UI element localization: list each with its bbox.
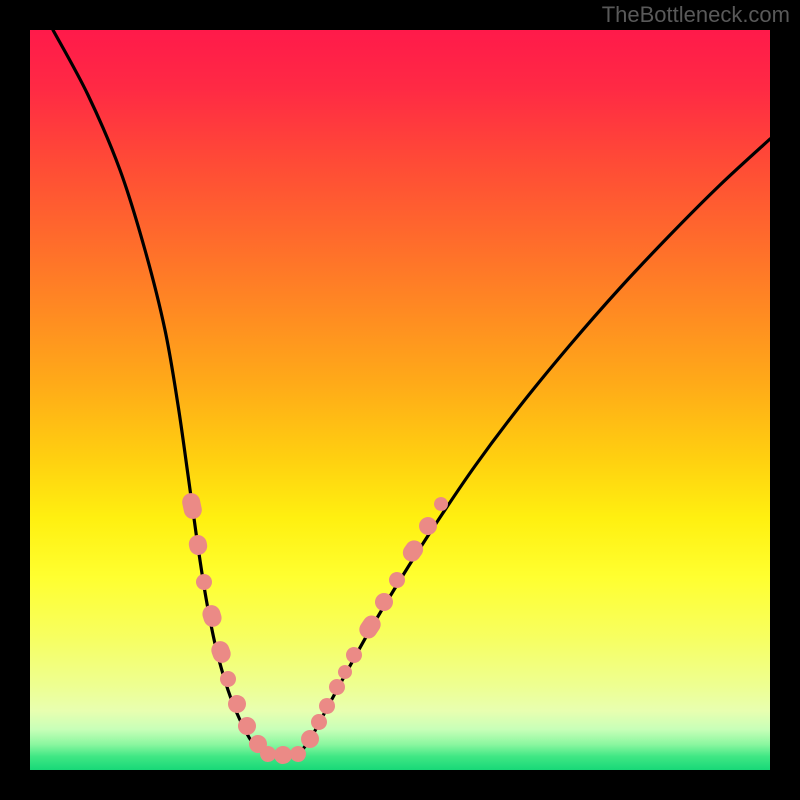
watermark-text: TheBottleneck.com <box>602 2 790 28</box>
chart-stage: TheBottleneck.com <box>0 0 800 800</box>
chart-svg <box>0 0 800 800</box>
plot-area <box>30 30 770 770</box>
